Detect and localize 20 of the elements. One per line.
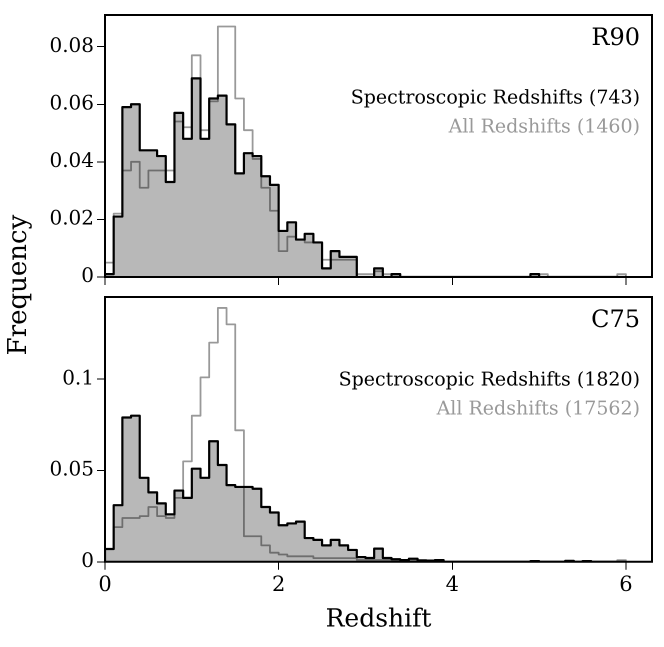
text: Spectroscopic Redshifts (1820)	[338, 368, 640, 390]
text: All Redshifts (17562)	[436, 397, 640, 420]
x-axis-title: Redshift	[326, 604, 432, 632]
y-tick-label: 0.02	[49, 206, 94, 230]
x-tick-label: 6	[619, 572, 633, 596]
chart-title: C75	[591, 305, 640, 334]
y-tick-label: 0.06	[49, 90, 94, 114]
text: All Redshifts (1460)	[448, 115, 640, 138]
y-tick-label: 0	[81, 548, 94, 572]
chart-title: R90	[591, 23, 640, 52]
y-tick-label: 0.1	[62, 365, 94, 390]
x-tick-label: 2	[272, 572, 286, 596]
y-tick-label: 0.08	[49, 32, 94, 57]
y-tick-label: 0.04	[49, 148, 94, 172]
text: Spectroscopic Redshifts (743)	[350, 86, 640, 108]
x-tick-label: 0	[98, 572, 112, 596]
y-tick-label: 0.05	[49, 456, 94, 481]
y-tick-label: 0	[81, 263, 94, 288]
y-axis-title: Frequency	[3, 214, 33, 358]
x-tick-label: 4	[446, 572, 459, 596]
